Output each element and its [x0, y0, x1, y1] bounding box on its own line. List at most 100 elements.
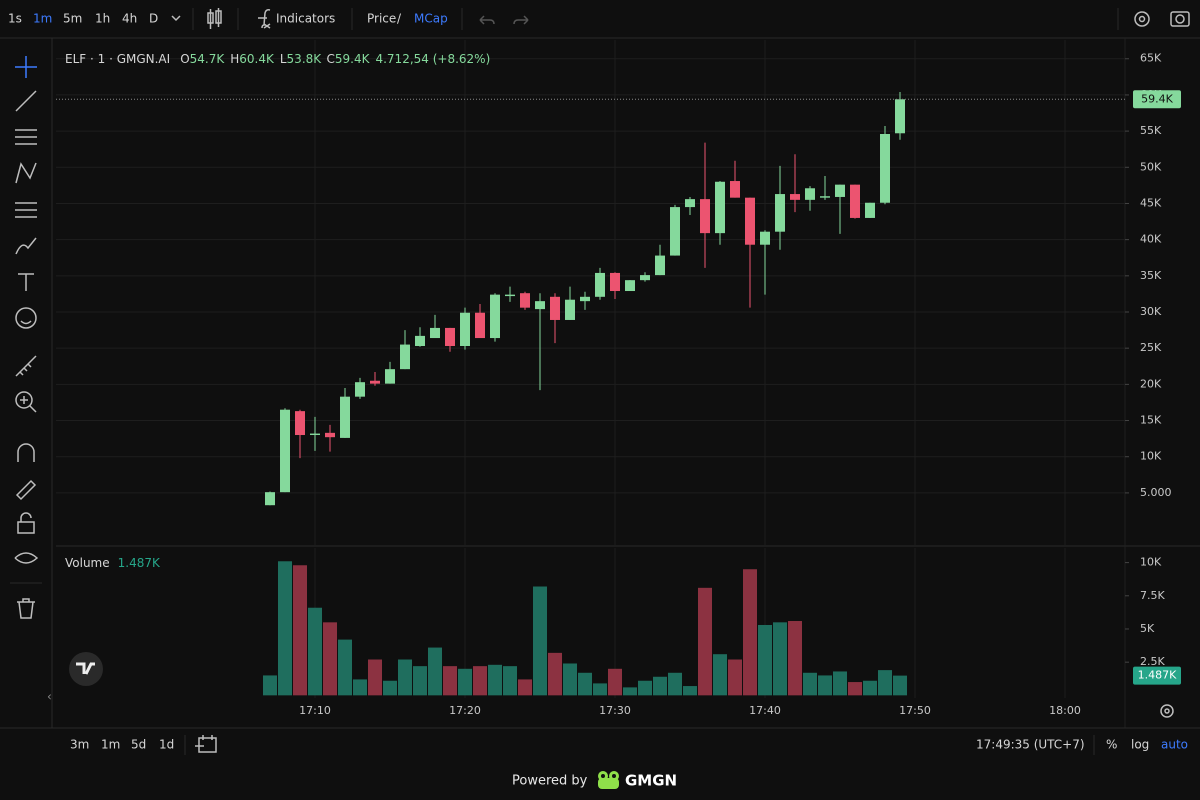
price-toggle[interactable]: Price	[367, 12, 396, 26]
volume-bar	[593, 683, 607, 696]
volume-bar	[278, 561, 292, 696]
tradingview-logo	[69, 652, 103, 686]
candle-body	[625, 280, 635, 292]
collapse-arrow[interactable]: ‹	[47, 690, 52, 704]
candle-type-icon[interactable]	[207, 8, 222, 29]
volume-bar	[848, 682, 862, 696]
range-button[interactable]: 1m	[101, 738, 120, 752]
candle-body	[490, 294, 500, 339]
candle-body	[430, 327, 440, 339]
top-toolbar: 1s 1m 5m 1h 4h D Indicators Price / MCap	[8, 8, 1190, 30]
interval-dropdown[interactable]	[171, 15, 181, 22]
axis-settings[interactable]	[1160, 704, 1174, 718]
range-button[interactable]: 1d	[159, 738, 174, 752]
candle-body	[805, 188, 815, 200]
y-tick-label: 45K	[1140, 196, 1162, 209]
percent-toggle[interactable]: %	[1106, 738, 1117, 752]
interval[interactable]: 1m	[33, 12, 52, 26]
candle-body	[550, 296, 560, 320]
volume-bar	[443, 666, 457, 696]
last-price-box	[1133, 90, 1181, 109]
interval[interactable]: 4h	[122, 12, 137, 26]
volume-bar	[623, 687, 637, 696]
lock-drawing-tool[interactable]	[15, 479, 37, 501]
volume-bar	[518, 679, 532, 696]
range-button[interactable]: 5d	[131, 738, 146, 752]
interval[interactable]: 1h	[95, 12, 110, 26]
volume-bar	[368, 659, 382, 696]
interval[interactable]: D	[149, 12, 158, 26]
delete-tool[interactable]	[17, 598, 35, 619]
volume-title: Volume	[65, 556, 110, 570]
volume-bar	[608, 668, 622, 696]
ohlc-label: C	[326, 52, 334, 66]
volume-bar	[578, 672, 592, 696]
legend: ELF · 1 · GMGN.AI O54.7K H60.4K L53.8K C59.4…	[65, 52, 490, 66]
candle-body	[580, 296, 590, 302]
fib-tool[interactable]	[15, 129, 37, 145]
clock: 17:49:35 (UTC+7)	[976, 738, 1085, 752]
candle-body	[340, 396, 350, 438]
volume-value: 1.487K	[118, 556, 161, 570]
candle-body	[520, 293, 530, 308]
volume-bar	[323, 622, 337, 696]
candle-body	[760, 231, 770, 245]
magnet-tool[interactable]	[17, 443, 35, 462]
redo[interactable]	[513, 15, 529, 25]
candle-body	[640, 275, 650, 281]
last-volume-label: 1.487K	[1138, 669, 1177, 682]
zoom-tool[interactable]	[15, 391, 37, 413]
interval[interactable]: 5m	[63, 12, 82, 26]
volume-bar	[758, 624, 772, 696]
log-toggle[interactable]: log	[1131, 738, 1149, 752]
y-tick-label: 10K	[1140, 450, 1162, 463]
candle-body	[880, 134, 890, 203]
candle-body	[295, 411, 305, 436]
y-tick-label: 5.000	[1140, 486, 1172, 499]
interval[interactable]: 1s	[8, 12, 22, 26]
volume-bar	[863, 680, 877, 696]
separator-text: /	[397, 12, 402, 26]
volume-bar	[383, 680, 397, 696]
last-price-label: 59.4K	[1141, 92, 1173, 105]
brush-tool[interactable]	[15, 237, 37, 255]
y-tick-label: 7.5K	[1140, 589, 1165, 602]
indicators-icon[interactable]	[258, 9, 271, 29]
x-tick-label: 17:50	[899, 704, 931, 717]
screenshot[interactable]	[1170, 11, 1190, 27]
projection-tool[interactable]	[15, 202, 37, 218]
y-tick-label: 15K	[1140, 414, 1162, 427]
crosshair-tool[interactable]	[15, 56, 37, 78]
y-tick-label: 5K	[1140, 622, 1155, 635]
ruler-tool[interactable]	[15, 355, 37, 377]
trendline-tool[interactable]	[15, 90, 37, 112]
candle-body	[865, 202, 875, 218]
y-tick-label: 55K	[1140, 124, 1162, 137]
candle-body	[685, 199, 695, 208]
indicators-button[interactable]: Indicators	[276, 12, 335, 26]
text-tool[interactable]	[18, 273, 34, 291]
candle-body	[565, 299, 575, 320]
candle-body	[670, 207, 680, 256]
volume-bar	[458, 668, 472, 696]
candle-body	[535, 301, 545, 310]
x-tick-label: 17:10	[299, 704, 331, 717]
emoji-tool[interactable]	[15, 307, 37, 329]
goto-date[interactable]	[195, 735, 217, 753]
range-button[interactable]: 3m	[70, 738, 89, 752]
visibility-tool[interactable]	[14, 552, 39, 564]
footer: Powered by GMGN	[512, 771, 677, 790]
settings[interactable]	[1134, 11, 1150, 27]
candle-body	[400, 344, 410, 370]
y-tick-label: 30K	[1140, 305, 1162, 318]
pattern-tool[interactable]	[15, 162, 37, 184]
mcap-toggle[interactable]: MCap	[414, 12, 448, 26]
auto-toggle[interactable]: auto	[1161, 738, 1188, 752]
lock-tool[interactable]	[17, 512, 35, 534]
candle-body	[775, 194, 785, 232]
undo[interactable]	[479, 15, 495, 25]
candle-body	[850, 184, 860, 218]
volume-bar	[653, 676, 667, 696]
candle-body	[820, 196, 830, 198]
candle-body	[595, 272, 605, 297]
